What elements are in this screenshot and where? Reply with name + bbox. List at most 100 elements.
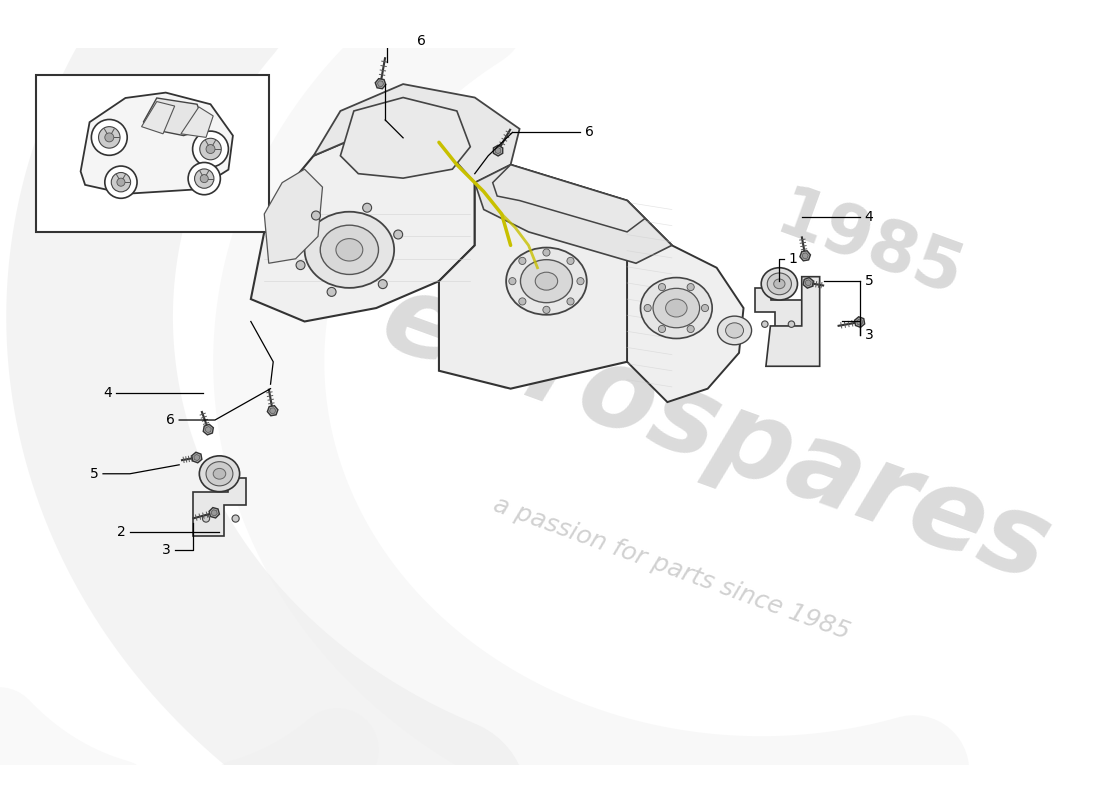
Polygon shape: [191, 452, 202, 463]
Circle shape: [543, 306, 550, 314]
Circle shape: [789, 321, 794, 327]
Circle shape: [394, 230, 403, 239]
Ellipse shape: [520, 260, 572, 302]
Polygon shape: [204, 424, 213, 435]
Circle shape: [200, 174, 208, 182]
Text: 6: 6: [166, 413, 175, 427]
Polygon shape: [800, 250, 811, 261]
Ellipse shape: [726, 323, 744, 338]
Circle shape: [104, 166, 138, 198]
Circle shape: [509, 278, 516, 285]
Circle shape: [111, 173, 131, 192]
Circle shape: [566, 298, 574, 305]
Polygon shape: [143, 98, 206, 135]
Circle shape: [519, 258, 526, 265]
Text: 6: 6: [417, 34, 426, 48]
Circle shape: [202, 515, 210, 522]
Circle shape: [195, 169, 213, 188]
Polygon shape: [264, 169, 322, 263]
Text: 3: 3: [865, 328, 873, 342]
Polygon shape: [377, 81, 384, 86]
Polygon shape: [475, 165, 672, 263]
Ellipse shape: [761, 268, 798, 300]
Circle shape: [363, 203, 372, 212]
Polygon shape: [495, 147, 500, 154]
Polygon shape: [756, 288, 803, 340]
Ellipse shape: [506, 247, 586, 314]
Ellipse shape: [320, 225, 378, 274]
Circle shape: [519, 298, 526, 305]
Ellipse shape: [653, 288, 700, 328]
Text: 5: 5: [865, 274, 873, 288]
Text: 1985: 1985: [767, 181, 971, 310]
Circle shape: [566, 258, 574, 265]
Polygon shape: [802, 253, 808, 258]
Circle shape: [188, 162, 220, 194]
Circle shape: [99, 126, 120, 148]
Polygon shape: [766, 277, 820, 366]
Text: a passion for parts since 1985: a passion for parts since 1985: [491, 492, 854, 644]
Polygon shape: [211, 510, 218, 516]
Polygon shape: [192, 478, 246, 537]
Ellipse shape: [640, 278, 712, 338]
Circle shape: [378, 280, 387, 289]
Polygon shape: [340, 98, 471, 178]
Circle shape: [688, 326, 694, 333]
Circle shape: [206, 145, 214, 154]
Circle shape: [702, 305, 708, 312]
Circle shape: [659, 326, 666, 333]
Polygon shape: [194, 454, 200, 461]
Text: 2: 2: [117, 525, 125, 539]
Ellipse shape: [206, 462, 233, 486]
Polygon shape: [270, 408, 276, 414]
Text: 1: 1: [789, 252, 797, 266]
Polygon shape: [439, 165, 672, 389]
Circle shape: [296, 261, 305, 270]
Ellipse shape: [305, 212, 394, 288]
Circle shape: [192, 131, 229, 167]
Polygon shape: [493, 165, 645, 232]
Circle shape: [543, 249, 550, 256]
Ellipse shape: [717, 316, 751, 345]
Ellipse shape: [336, 238, 363, 261]
Polygon shape: [267, 406, 278, 416]
Circle shape: [688, 283, 694, 290]
Ellipse shape: [213, 468, 226, 479]
Polygon shape: [142, 102, 175, 134]
Ellipse shape: [768, 273, 791, 294]
Polygon shape: [209, 507, 219, 518]
Polygon shape: [494, 146, 503, 156]
Circle shape: [104, 133, 113, 142]
Text: 5: 5: [90, 466, 99, 481]
Polygon shape: [805, 280, 811, 286]
Bar: [36, 75, 268, 232]
Polygon shape: [627, 201, 744, 402]
Circle shape: [232, 515, 239, 522]
Circle shape: [645, 305, 651, 312]
Ellipse shape: [536, 272, 558, 290]
Circle shape: [200, 138, 221, 160]
Circle shape: [327, 287, 337, 296]
Polygon shape: [80, 93, 233, 194]
Text: 4: 4: [865, 210, 873, 224]
Circle shape: [761, 321, 768, 327]
Polygon shape: [803, 278, 813, 288]
Polygon shape: [182, 107, 213, 138]
Circle shape: [117, 178, 125, 186]
Polygon shape: [375, 78, 386, 89]
Text: 6: 6: [585, 126, 594, 139]
Polygon shape: [857, 319, 862, 325]
Text: 3: 3: [162, 543, 170, 557]
Circle shape: [659, 283, 666, 290]
Circle shape: [91, 119, 128, 155]
Circle shape: [311, 211, 320, 220]
Text: 4: 4: [103, 386, 112, 400]
Ellipse shape: [773, 279, 785, 289]
Text: eurospares: eurospares: [368, 263, 1065, 604]
Polygon shape: [314, 84, 519, 182]
Circle shape: [576, 278, 584, 285]
Ellipse shape: [666, 299, 688, 317]
Polygon shape: [206, 426, 211, 433]
Polygon shape: [855, 317, 865, 327]
Ellipse shape: [199, 456, 240, 492]
